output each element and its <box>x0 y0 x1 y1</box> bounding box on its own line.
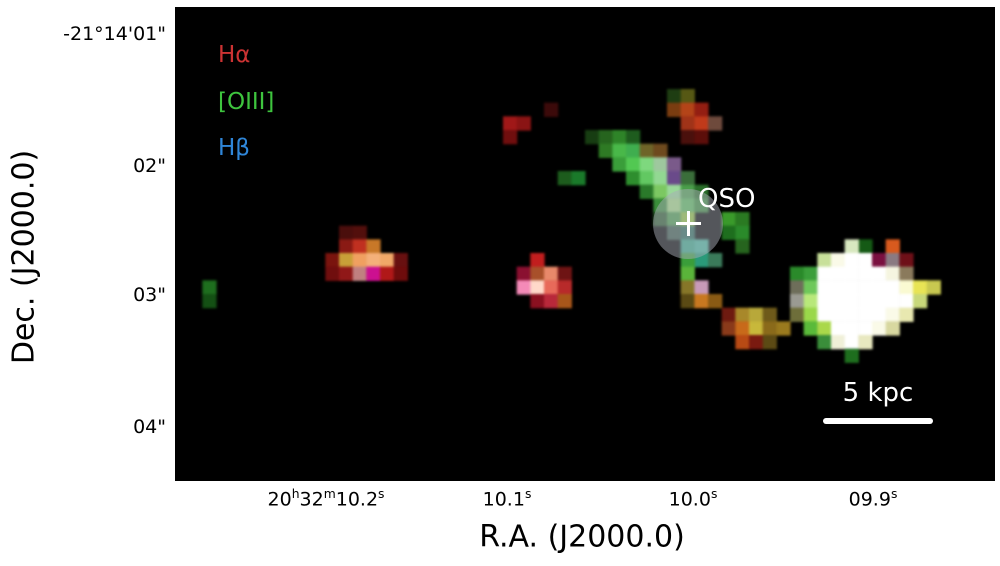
x-tick-label: 09.9s <box>848 487 898 511</box>
qso-label: QSO <box>698 184 756 214</box>
scale-bar-label: 5 kpc <box>842 378 914 408</box>
qso-position-marker-icon <box>687 211 690 236</box>
y-tick-label: 03" <box>133 284 166 306</box>
scale-bar <box>823 418 933 424</box>
x-tick-label: 10.1s <box>482 487 532 511</box>
x-axis-label: R.A. (J2000.0) <box>479 519 685 555</box>
rgb-composite-canvas <box>175 7 995 481</box>
legend-item: [OIII] <box>218 88 275 115</box>
x-tick-label: 20h32m10.2s <box>267 487 385 511</box>
x-tick-label: 10.0s <box>668 487 718 511</box>
y-tick-label: 04" <box>133 416 166 438</box>
y-tick-label: 02" <box>133 155 166 177</box>
y-tick-label: -21°14'01" <box>63 23 166 45</box>
legend-item: Hβ <box>218 135 250 161</box>
legend-item: Hα <box>218 42 251 68</box>
y-axis-label: Dec. (J2000.0) <box>6 149 42 365</box>
plot-area: Hα [OIII] Hβ QSO 5 kpc <box>175 7 995 481</box>
